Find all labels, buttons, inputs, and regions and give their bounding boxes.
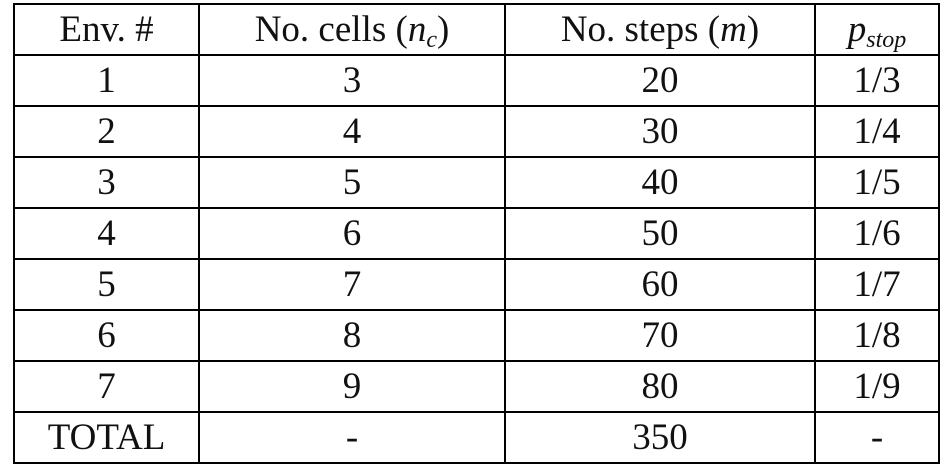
table-cell: 350 xyxy=(504,411,816,464)
table-cell: 6 xyxy=(198,207,506,260)
table-cell: 3 xyxy=(13,156,200,209)
table-cell: 5 xyxy=(198,156,506,209)
table-cell: 70 xyxy=(504,309,816,362)
table-cell: 7 xyxy=(13,360,200,413)
table-cell: 30 xyxy=(504,105,816,158)
table-cell: 20 xyxy=(504,54,816,107)
table-row: TOTAL -350- xyxy=(13,411,940,464)
table-cell: 1/5 xyxy=(814,156,940,209)
table-cell: 5 xyxy=(13,258,200,311)
table-row: 6 8 70 1/8 xyxy=(13,309,940,362)
table-cell: 4 xyxy=(13,207,200,260)
table-cell: - xyxy=(198,411,506,464)
table-cell: 6 xyxy=(13,309,200,362)
table-cell: 80 xyxy=(504,360,816,413)
header-cell: No. cells (nc) xyxy=(198,3,506,56)
table-cell: 8 xyxy=(198,309,506,362)
table-body: 1 3 20 1/3 2 4 30 1/4 3 5 40 1/5 4 6 50 1/6 5 7 60 1/7 6 8 70 1… xyxy=(13,54,940,464)
header-text: No. steps ( xyxy=(560,9,721,50)
table-cell: 4 xyxy=(198,105,506,158)
table-cell: 1/6 xyxy=(814,207,940,260)
table-cell: 60 xyxy=(504,258,816,311)
header-cell: pstop xyxy=(814,3,940,56)
header-text: No. cells ( xyxy=(254,9,408,50)
table-cell: 1/8 xyxy=(814,309,940,362)
table-row: 7 9 80 1/9 xyxy=(13,360,940,413)
math-symbol: n xyxy=(407,9,427,50)
table-cell: 2 xyxy=(13,105,200,158)
table-cell: 3 xyxy=(198,54,506,107)
data-table: Env. # No. cells (nc) No. steps (m) psto… xyxy=(13,3,940,464)
math-symbol: p xyxy=(847,9,867,50)
header-text: ) xyxy=(746,9,760,50)
math-symbol: m xyxy=(720,9,747,50)
table-cell: 7 xyxy=(198,258,506,311)
table-cell: 1/3 xyxy=(814,54,940,107)
table-cell: 9 xyxy=(198,360,506,413)
header-text: Env. # xyxy=(59,9,154,50)
table-row: 4 6 50 1/6 xyxy=(13,207,940,260)
table-cell: 1/9 xyxy=(814,360,940,413)
table-row: 5 7 60 1/7 xyxy=(13,258,940,311)
table-cell: 40 xyxy=(504,156,816,209)
math-subscript: c xyxy=(426,27,437,53)
table-cell: 1 xyxy=(13,54,200,107)
header-cell: Env. # xyxy=(13,3,200,56)
math-subscript: stop xyxy=(866,27,907,53)
table-cell: 1/7 xyxy=(814,258,940,311)
header-text: ) xyxy=(436,9,450,50)
header-cell: No. steps (m) xyxy=(504,3,816,56)
table-cell: TOTAL xyxy=(13,411,200,464)
table-row: 3 5 40 1/5 xyxy=(13,156,940,209)
table-cell: - xyxy=(814,411,940,464)
table-row: 1 3 20 1/3 xyxy=(13,54,940,107)
header-row: Env. # No. cells (nc) No. steps (m) psto… xyxy=(13,3,940,56)
table-cell: 50 xyxy=(504,207,816,260)
table-row: 2 4 30 1/4 xyxy=(13,105,940,158)
table-cell: 1/4 xyxy=(814,105,940,158)
